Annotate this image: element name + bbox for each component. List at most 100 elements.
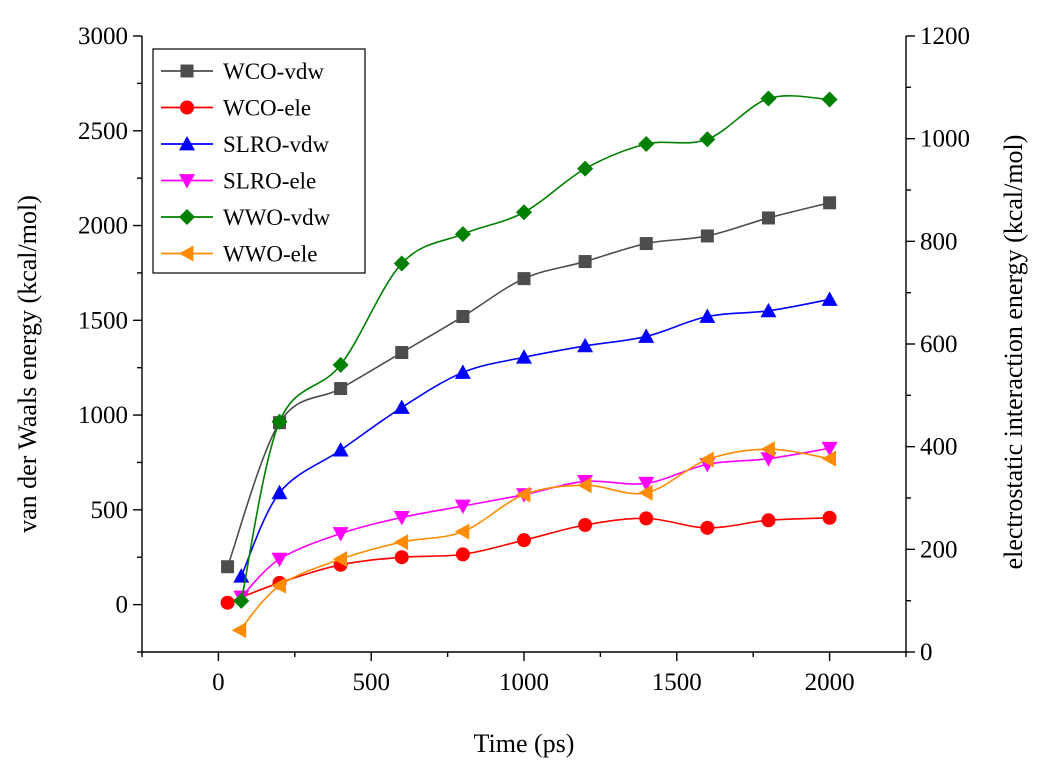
data-point bbox=[271, 413, 288, 430]
data-point bbox=[271, 484, 288, 500]
data-point bbox=[577, 337, 594, 353]
data-point bbox=[638, 328, 655, 343]
data-point bbox=[332, 551, 348, 568]
legend-box bbox=[152, 48, 366, 274]
y2-tick-label: 1200 bbox=[920, 23, 970, 50]
legend-entry: WCO-vdw bbox=[161, 59, 324, 84]
series-wwo-vdw bbox=[233, 90, 838, 609]
data-point bbox=[577, 160, 594, 177]
data-point bbox=[639, 237, 653, 251]
data-point bbox=[221, 560, 235, 574]
legend: WCO-vdw WCO-ele SLRO-vdw SLRO-ele WWO-vdw WWO… bbox=[152, 48, 366, 274]
y2-tick-label: 200 bbox=[920, 536, 958, 563]
data-point bbox=[821, 91, 838, 108]
legend-label: SLRO-ele bbox=[223, 169, 316, 194]
data-point bbox=[760, 302, 777, 318]
y-tick-label: 2000 bbox=[78, 213, 128, 240]
data-point bbox=[516, 349, 532, 364]
legend-entry: WWO-vdw bbox=[161, 205, 331, 230]
y2-axis-title: electrostatic interaction energy (kcal/m… bbox=[999, 135, 1028, 570]
y-tick-label: 3000 bbox=[78, 23, 128, 50]
data-point bbox=[760, 90, 777, 107]
data-point bbox=[761, 513, 776, 528]
data-point bbox=[821, 291, 838, 306]
x-tick-label: 0 bbox=[212, 669, 225, 696]
series-wwo-ele bbox=[231, 441, 836, 639]
data-point bbox=[454, 226, 471, 243]
data-point bbox=[516, 486, 531, 503]
data-point bbox=[639, 511, 654, 526]
data-point bbox=[699, 131, 716, 148]
x-tick-label: 1000 bbox=[499, 669, 549, 696]
data-point bbox=[577, 477, 592, 494]
data-point bbox=[332, 442, 349, 457]
legend-label: WWO-vdw bbox=[223, 205, 331, 230]
legend-label: WCO-ele bbox=[223, 96, 311, 121]
legend-label: WWO-ele bbox=[223, 242, 318, 267]
legend-marker bbox=[179, 136, 195, 151]
data-point bbox=[761, 211, 775, 225]
x-tick-label: 2000 bbox=[805, 669, 855, 696]
legend-marker bbox=[179, 174, 195, 189]
y-axis-title: van der Waals energy (kcal/mol) bbox=[13, 195, 42, 533]
y2-tick-label: 0 bbox=[920, 639, 933, 666]
data-point bbox=[638, 484, 653, 501]
data-point bbox=[700, 229, 714, 243]
series-layer bbox=[220, 90, 838, 639]
data-point bbox=[760, 452, 777, 467]
data-point bbox=[822, 510, 837, 525]
data-point bbox=[821, 450, 836, 467]
y-tick-label: 2500 bbox=[78, 118, 128, 145]
data-point bbox=[454, 523, 470, 540]
x-tick-label: 500 bbox=[352, 669, 390, 696]
legend-marker bbox=[179, 245, 194, 262]
data-point bbox=[578, 518, 593, 533]
data-point bbox=[334, 382, 348, 396]
x-tick-label: 1500 bbox=[652, 669, 702, 696]
data-point bbox=[455, 547, 470, 562]
data-point bbox=[393, 255, 410, 272]
legend-label: WCO-vdw bbox=[223, 59, 324, 84]
series-line bbox=[239, 448, 830, 631]
series-slro-vdw bbox=[233, 291, 838, 583]
y-tick-label: 0 bbox=[116, 592, 129, 619]
data-point bbox=[394, 550, 409, 565]
data-point bbox=[699, 451, 714, 468]
data-point bbox=[456, 310, 470, 324]
data-point bbox=[638, 136, 655, 153]
data-point bbox=[516, 204, 532, 221]
x-axis-title: Time (ps) bbox=[474, 729, 575, 758]
data-point bbox=[517, 533, 531, 548]
legend-entry: WCO-ele bbox=[161, 96, 311, 121]
legend-entry: WWO-ele bbox=[161, 242, 318, 267]
data-point bbox=[271, 577, 286, 594]
data-point bbox=[517, 272, 531, 286]
y-tick-label: 1000 bbox=[78, 402, 128, 429]
legend-entry: SLRO-vdw bbox=[161, 132, 329, 157]
data-point bbox=[332, 356, 349, 373]
y2-tick-label: 400 bbox=[920, 434, 958, 461]
data-point bbox=[233, 592, 250, 609]
legend-marker bbox=[180, 100, 194, 115]
axes-layer: 0 500 1000 1500 2000050010001500200025003000… bbox=[78, 23, 970, 696]
data-point bbox=[454, 364, 471, 379]
data-point bbox=[454, 499, 471, 515]
series-line bbox=[240, 447, 830, 598]
data-point bbox=[578, 255, 592, 269]
data-point bbox=[393, 511, 410, 526]
data-point bbox=[231, 622, 247, 639]
series-line bbox=[227, 517, 830, 604]
y2-tick-label: 1000 bbox=[920, 126, 970, 153]
data-point bbox=[332, 527, 349, 542]
legend-label: SLRO-vdw bbox=[223, 132, 329, 157]
y-tick-label: 1500 bbox=[78, 307, 128, 334]
series-wco-ele bbox=[220, 510, 837, 610]
data-point bbox=[638, 476, 655, 492]
y2-tick-label: 600 bbox=[920, 331, 958, 358]
data-point bbox=[823, 196, 837, 210]
data-point bbox=[760, 441, 775, 458]
legend-entry: SLRO-ele bbox=[161, 169, 316, 194]
data-point bbox=[821, 441, 838, 457]
